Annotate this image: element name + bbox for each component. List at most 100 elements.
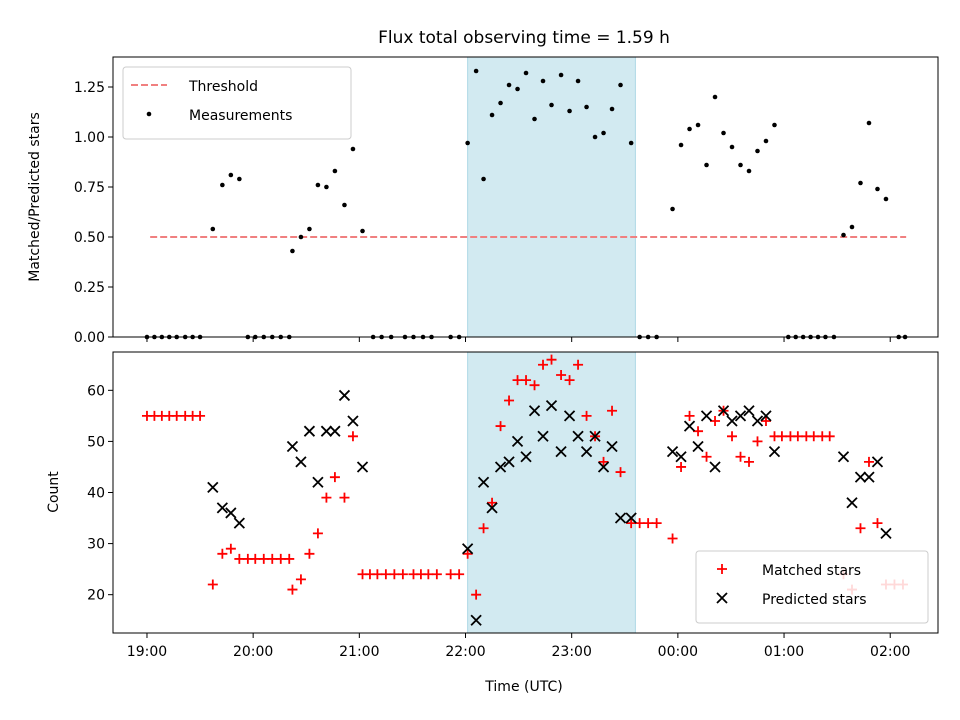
top-dot-point — [738, 162, 743, 168]
bottom-plus-point — [423, 569, 434, 580]
bottom-x-point — [614, 512, 627, 524]
bottom-plus-point — [304, 548, 315, 559]
bottom-plus-point — [267, 553, 278, 564]
top-dot-point — [307, 226, 312, 232]
bottom-x-point — [768, 445, 781, 458]
bottom-xtick-label: 21:00 — [339, 644, 379, 660]
bottom-ytick-label: 50 — [87, 434, 105, 450]
bottom-plus-point — [339, 492, 350, 503]
bottom-x-point — [477, 476, 490, 488]
bottom-plus-point — [347, 431, 358, 442]
top-ytick-label: 0.75 — [74, 180, 105, 196]
bottom-x-point — [528, 405, 541, 417]
bottom-plus-point — [389, 569, 400, 580]
top-dot-point — [712, 94, 718, 100]
bottom-x-point — [225, 507, 237, 519]
top-legend-label: Threshold — [188, 79, 258, 95]
bottom-x-point — [286, 440, 299, 453]
top-highlight-span — [467, 56, 636, 338]
top-dot-point — [601, 130, 606, 136]
bottom-plus-point — [676, 461, 687, 472]
top-ytick-label: 1.00 — [74, 130, 105, 146]
top-dot-point — [841, 232, 846, 238]
top-dot-point — [350, 146, 356, 152]
top-ytick-label: 0.25 — [74, 280, 105, 296]
bottom-x-point — [233, 517, 245, 529]
bottom-x-point — [751, 415, 764, 427]
top-dot-point — [592, 134, 598, 140]
top-dot-point — [567, 108, 572, 114]
top-dot-point — [687, 126, 692, 132]
top-ytick-label: 0.00 — [74, 330, 105, 346]
bottom-x-point — [709, 461, 721, 473]
bottom-x-point — [675, 451, 687, 463]
top-ytick-label: 1.25 — [74, 80, 105, 96]
bottom-plus-point — [295, 574, 306, 585]
top-dot-point — [858, 180, 863, 186]
bottom-x-point — [486, 502, 498, 514]
bottom-x-point — [470, 614, 482, 626]
bottom-plus-point — [462, 548, 473, 559]
bottom-x-point — [338, 389, 351, 402]
bottom-plus-point — [275, 553, 286, 564]
bottom-plus-point — [495, 421, 506, 432]
top-dot-point — [849, 224, 855, 230]
bottom-x-point — [734, 410, 747, 422]
bottom-x-point — [494, 461, 507, 473]
bottom-plus-point — [471, 589, 482, 600]
bottom-xtick-label: 23:00 — [552, 644, 592, 660]
bottom-x-point — [347, 415, 359, 427]
bottom-plus-point — [556, 369, 567, 380]
bottom-x-point — [312, 476, 324, 488]
bottom-plus-point — [258, 553, 269, 564]
bottom-x-point — [871, 456, 884, 468]
bottom-plus-point — [207, 579, 218, 590]
bottom-x-point — [692, 440, 704, 453]
bottom-xtick-label: 19:00 — [127, 644, 167, 660]
bottom-x-point — [511, 435, 524, 448]
bottom-x-point — [597, 461, 610, 473]
bottom-x-point — [880, 527, 892, 540]
bottom-x-point — [320, 425, 333, 437]
bottom-plus-point — [710, 415, 721, 426]
top-dot-point — [506, 82, 512, 88]
bottom-plus-point — [225, 543, 236, 554]
bottom-plus-point — [329, 472, 340, 483]
top-legend-label: Measurements — [189, 108, 292, 124]
bottom-x-point — [572, 430, 584, 442]
bottom-x-point — [837, 451, 850, 463]
bottom-x-point — [520, 451, 532, 463]
bottom-x-point — [700, 410, 713, 422]
top-dot-point — [628, 140, 634, 146]
top-dot-point — [332, 168, 338, 174]
bottom-plus-point — [195, 410, 206, 421]
top-dot-point — [290, 248, 295, 254]
bottom-ylabel: Count — [46, 471, 62, 513]
bottom-x-point — [666, 445, 679, 458]
bottom-plus-point — [529, 380, 540, 391]
bottom-plus-point — [478, 523, 489, 534]
bottom-legend-box — [695, 550, 929, 624]
top-dot-point — [763, 138, 769, 144]
bottom-plus-point — [521, 375, 532, 386]
bottom-plus-point — [792, 431, 803, 442]
bottom-ytick-label: 20 — [87, 588, 105, 604]
bottom-plus-point — [598, 456, 609, 467]
bottom-plus-point — [372, 569, 383, 580]
bottom-plus-point — [312, 528, 323, 539]
top-dot-point — [772, 122, 777, 128]
bottom-x-point — [589, 430, 601, 442]
top-dot-point — [883, 196, 889, 202]
bottom-plus-point — [735, 451, 746, 462]
bottom-plus-point — [504, 395, 515, 406]
top-dot-point — [228, 172, 234, 178]
bottom-x-point — [303, 425, 316, 437]
bottom-plus-point — [776, 431, 787, 442]
bottom-plus-point — [727, 431, 738, 442]
bottom-plus-point — [760, 415, 771, 426]
bottom-plus-point — [564, 375, 575, 386]
bottom-plus-point — [487, 497, 498, 508]
bottom-x-point — [846, 497, 858, 509]
top-dot-point — [489, 112, 495, 118]
bottom-plus-point — [667, 533, 678, 544]
